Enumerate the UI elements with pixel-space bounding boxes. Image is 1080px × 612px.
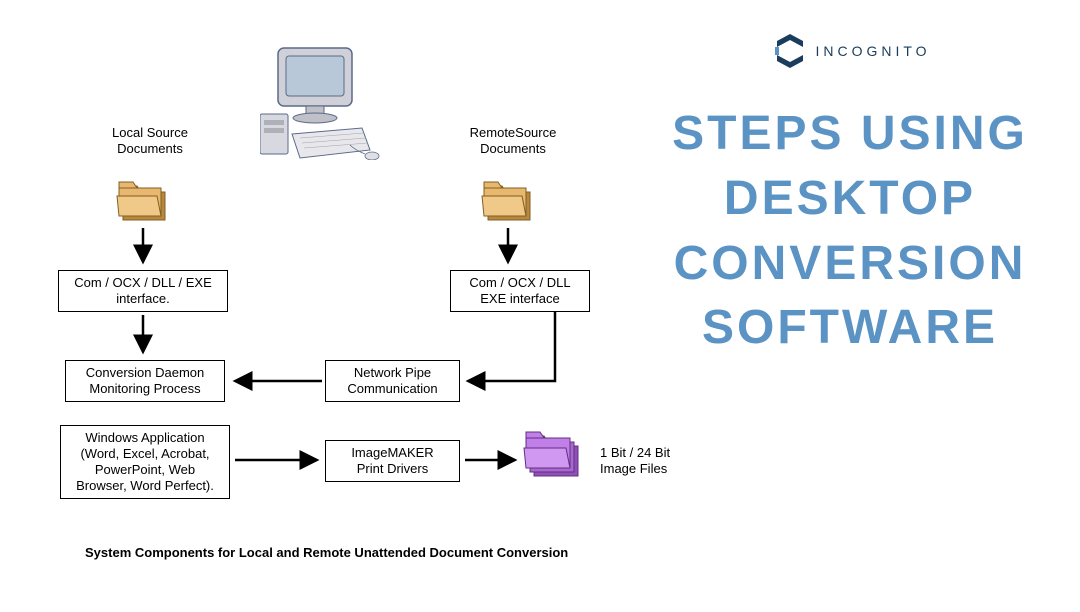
- label-line: Local Source: [112, 125, 188, 140]
- node-line: Com / OCX / DLL: [459, 275, 581, 291]
- node-line: PowerPoint, Web: [69, 462, 221, 478]
- label-line: Documents: [117, 141, 183, 156]
- headline-line: DESKTOP: [650, 167, 1050, 232]
- node-line: Conversion Daemon: [74, 365, 216, 381]
- node-com-local: Com / OCX / DLL / EXE interface.: [58, 270, 228, 312]
- image-files-label: 1 Bit / 24 Bit Image Files: [600, 445, 690, 478]
- node-line: Windows Application: [69, 430, 221, 446]
- diagram-area: Local Source Documents RemoteSource Docu…: [0, 0, 650, 612]
- diagram-caption: System Components for Local and Remote U…: [85, 545, 568, 560]
- local-source-label: Local Source Documents: [100, 125, 200, 158]
- label-line: RemoteSource: [470, 125, 557, 140]
- headline-line: STEPS USING: [650, 102, 1050, 167]
- label-line: Image Files: [600, 461, 667, 476]
- computer-icon: [260, 40, 380, 160]
- label-line: Documents: [480, 141, 546, 156]
- logo: INCOGNITO: [650, 30, 1050, 72]
- node-com-remote: Com / OCX / DLL EXE interface: [450, 270, 590, 312]
- headline: STEPS USING DESKTOP CONVERSION SOFTWARE: [650, 102, 1050, 361]
- node-line: Browser, Word Perfect).: [69, 478, 221, 494]
- node-line: Com / OCX / DLL / EXE: [67, 275, 219, 291]
- node-line: Print Drivers: [334, 461, 451, 477]
- node-netpipe: Network Pipe Communication: [325, 360, 460, 402]
- node-daemon: Conversion Daemon Monitoring Process: [65, 360, 225, 402]
- node-printdrv: ImageMAKER Print Drivers: [325, 440, 460, 482]
- node-line: (Word, Excel, Acrobat,: [69, 446, 221, 462]
- folder-output-icon: [522, 430, 584, 487]
- node-line: Communication: [334, 381, 451, 397]
- folder-local-icon: [115, 180, 171, 230]
- title-area: INCOGNITO STEPS USING DESKTOP CONVERSION…: [650, 30, 1050, 361]
- node-line: interface.: [67, 291, 219, 307]
- node-winapp: Windows Application (Word, Excel, Acroba…: [60, 425, 230, 499]
- node-line: Network Pipe: [334, 365, 451, 381]
- logo-text: INCOGNITO: [815, 43, 930, 59]
- label-line: 1 Bit / 24 Bit: [600, 445, 670, 460]
- headline-line: CONVERSION: [650, 232, 1050, 297]
- node-line: Monitoring Process: [74, 381, 216, 397]
- node-line: EXE interface: [459, 291, 581, 307]
- logo-mark-icon: [769, 30, 811, 72]
- headline-line: SOFTWARE: [650, 296, 1050, 361]
- node-line: ImageMAKER: [334, 445, 451, 461]
- folder-remote-icon: [480, 180, 536, 230]
- remote-source-label: RemoteSource Documents: [458, 125, 568, 158]
